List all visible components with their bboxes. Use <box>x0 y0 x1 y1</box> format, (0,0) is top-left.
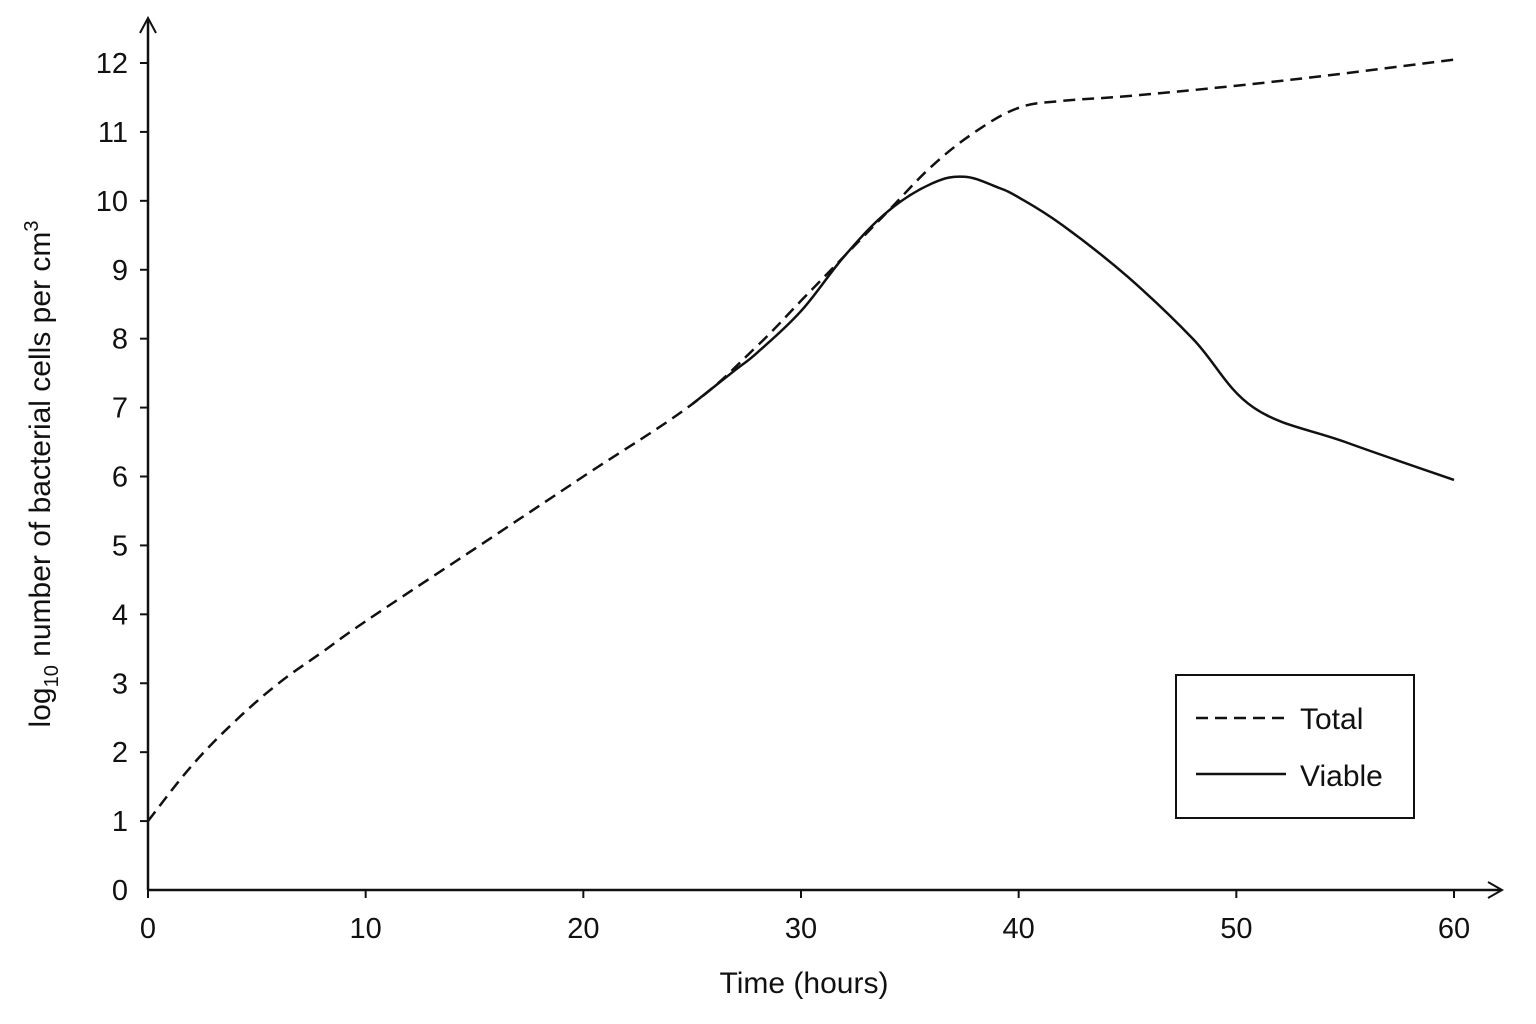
axes <box>139 15 1505 899</box>
y-tick-label: 11 <box>98 117 128 149</box>
legend-total-label: Total <box>1300 703 1363 736</box>
x-tick-label: 20 <box>567 913 599 945</box>
y-tick-label: 12 <box>96 48 128 80</box>
legend: Total Viable <box>1175 674 1415 819</box>
x-axis-title: Time (hours) <box>720 967 889 1000</box>
series-line-total <box>147 58 1455 822</box>
y-tick-label: 1 <box>112 806 128 838</box>
y-tick-label: 5 <box>112 530 128 562</box>
y-tick-label: 8 <box>112 324 128 356</box>
x-tick-label: 60 <box>1438 913 1470 945</box>
x-tick-label: 50 <box>1220 913 1252 945</box>
x-tick-label: 10 <box>350 913 382 945</box>
series-lines <box>147 58 1455 822</box>
x-tick-label: 40 <box>1003 913 1035 945</box>
y-axis-title-middle: number of bacterial cells per cm <box>24 232 57 666</box>
y-tick-label: 2 <box>112 737 128 769</box>
legend-viable-label: Viable <box>1300 760 1383 793</box>
y-tick-label: 3 <box>112 668 128 700</box>
y-tick-label: 0 <box>112 875 128 907</box>
y-axis-title-superscript: 3 <box>21 221 43 232</box>
y-axis-title: log10 number of bacterial cells per cm3 <box>21 221 63 728</box>
series-line-viable <box>691 175 1455 482</box>
y-tick-label: 10 <box>96 186 128 218</box>
x-tick-label: 30 <box>785 913 817 945</box>
legend-box <box>1175 674 1415 819</box>
y-tick-label: 7 <box>112 393 128 425</box>
y-axis-title-prefix: log <box>24 687 57 727</box>
y-tick-label: 9 <box>112 255 128 287</box>
x-axis-arrow <box>1487 881 1505 899</box>
y-tick-label: 4 <box>112 599 128 631</box>
y-axis-title-subscript: 10 <box>41 665 63 687</box>
x-tick-label: 0 <box>140 913 156 945</box>
x-ticks: 0 10 20 30 40 50 60 <box>140 890 1470 945</box>
y-axis-arrow <box>139 15 157 34</box>
y-tick-label: 6 <box>112 462 128 494</box>
